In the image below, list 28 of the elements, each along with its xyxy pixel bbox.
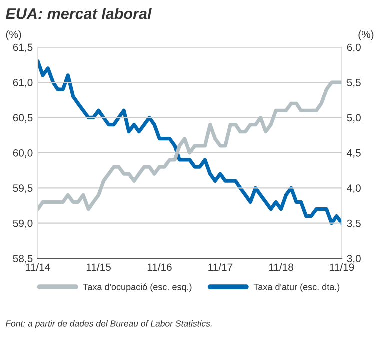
y2-tick-label: 5,5 <box>347 79 361 88</box>
line-series <box>38 60 342 226</box>
y2-tick-label: 5,0 <box>347 114 361 123</box>
chart-title: EUA: mercat laboral <box>6 8 152 20</box>
y-tick-label: 61,5 <box>13 44 33 52</box>
y2-tick-label: 4,5 <box>347 150 361 158</box>
y2-tick-label: 3,0 <box>347 255 361 264</box>
x-tick-label: 11/18 <box>269 263 294 272</box>
y2-axis-title: (%) <box>358 30 374 40</box>
x-tick-label: 11/16 <box>148 263 172 272</box>
line-series <box>38 80 342 212</box>
x-tick-label: 11/14 <box>26 263 50 272</box>
y-tick-label: 61,0 <box>13 79 33 88</box>
legend-label: Taxa d'atur (esc. dta.) <box>254 284 340 292</box>
y2-tick-label: 6,0 <box>347 44 361 52</box>
y-tick-label: 59,5 <box>13 184 33 194</box>
y-tick-label: 58,5 <box>13 255 33 264</box>
legend-label: Taxa d'ocupació (esc. esq.) <box>83 284 192 292</box>
y-tick-label: 59,0 <box>13 220 33 228</box>
y-tick-label: 60,0 <box>13 149 33 158</box>
y2-tick-label: 4,0 <box>347 184 361 194</box>
x-tick-label: 11/19 <box>330 263 354 272</box>
y-tick-label: 60,5 <box>13 114 33 123</box>
text: Font: a partir de dades del Bureau of Labor Statistics. <box>6 320 212 329</box>
y2-tick-label: 3,5 <box>347 220 361 228</box>
x-tick-label: 11/15 <box>86 263 111 272</box>
x-tick-label: 11/17 <box>208 263 233 272</box>
y-axis-title: (%) <box>6 30 22 40</box>
